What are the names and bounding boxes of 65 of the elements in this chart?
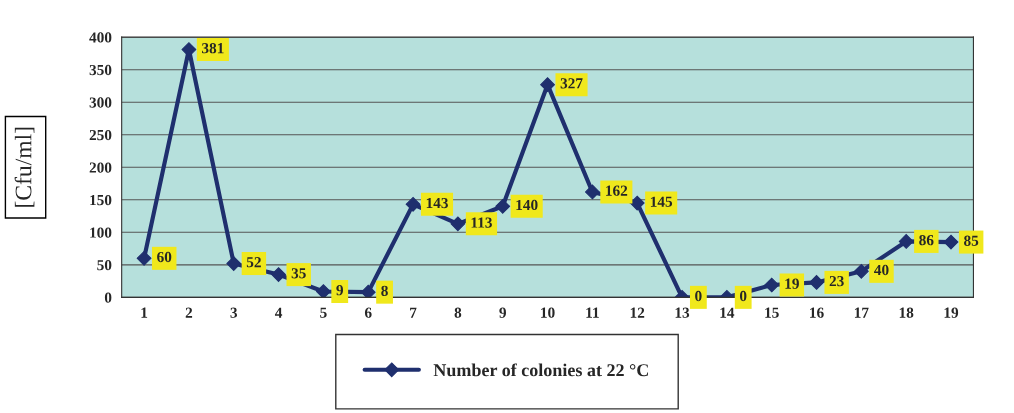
point [584, 184, 600, 200]
data-label: 381 [202, 43, 224, 54]
y-tick-label: 100 [90, 227, 112, 238]
data-label: 113 [471, 217, 492, 228]
y-tick-label: 0 [104, 292, 112, 303]
x-tick-label: 10 [541, 307, 555, 318]
x-tick-label: 2 [185, 307, 193, 318]
x-tick-label: 4 [274, 307, 283, 318]
point [943, 234, 959, 250]
legend-label: Number of colonies at 22 °C [433, 363, 648, 377]
x-tick-label: 15 [765, 307, 779, 318]
data-label: 40 [874, 264, 889, 276]
x-tick-label: 19 [944, 307, 959, 318]
y-tick-label: 350 [89, 64, 112, 76]
data-label: 86 [919, 234, 934, 246]
y-tick-label: 200 [89, 162, 112, 173]
data-label: 85 [964, 235, 979, 246]
y-tick-label: 300 [89, 97, 112, 108]
point [360, 284, 376, 298]
point [898, 234, 914, 249]
data-label: 162 [606, 185, 628, 196]
data-label: 35 [291, 268, 306, 279]
point [764, 277, 780, 293]
point [540, 77, 555, 93]
point [853, 263, 869, 279]
point [809, 275, 824, 290]
point [316, 284, 331, 298]
point [226, 256, 242, 271]
data-label: 19 [785, 278, 799, 289]
data-label: 52 [246, 257, 261, 268]
x-tick-label: 14 [720, 307, 735, 318]
x-tick-label: 17 [854, 307, 869, 318]
data-label: 23 [829, 275, 844, 287]
x-tick-label: 6 [364, 307, 372, 318]
x-tick-label: 9 [499, 307, 506, 318]
data-label: 8 [381, 285, 388, 296]
point [495, 198, 511, 214]
x-tick-label: 16 [810, 307, 824, 318]
y-tick-label: 50 [97, 259, 112, 271]
data-label: 0 [695, 290, 702, 302]
x-tick-label: 1 [141, 307, 148, 318]
x-tick-label: 7 [410, 307, 417, 318]
y-axis-title: [Cfu/ml] [14, 127, 35, 207]
y-tick-label: 250 [89, 129, 112, 141]
x-tick-label: 12 [630, 307, 645, 318]
data-label: 145 [650, 196, 673, 207]
data-label: 140 [516, 199, 538, 211]
point [629, 195, 645, 211]
data-label: 327 [560, 78, 583, 89]
x-tick-label: 11 [586, 307, 599, 318]
point [450, 216, 466, 232]
point [405, 196, 421, 212]
x-tick-label: 13 [675, 307, 690, 318]
x-tick-label: 5 [320, 307, 327, 318]
data-label: 9 [336, 285, 343, 296]
y-tick-label: 150 [90, 194, 112, 206]
point [271, 267, 286, 282]
data-label: 143 [426, 197, 448, 209]
data-label: 0 [739, 290, 747, 302]
x-tick-label: 3 [230, 307, 238, 318]
x-tick-label: 18 [899, 307, 914, 318]
point [136, 250, 152, 266]
y-tick-label: 400 [89, 32, 112, 43]
x-tick-label: 8 [454, 307, 462, 318]
data-label: 60 [157, 251, 172, 263]
